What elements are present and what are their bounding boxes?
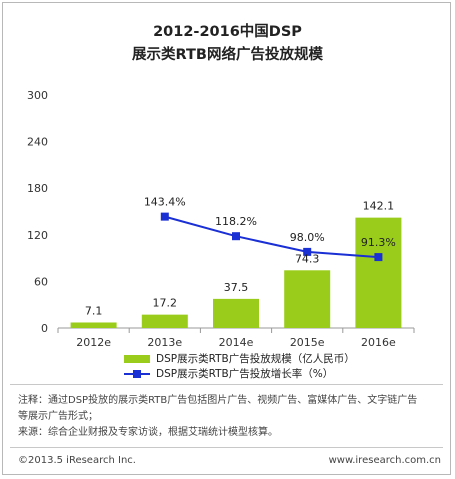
bar-value-label: 37.5 — [224, 281, 249, 294]
x-tick-label: 2016e — [361, 336, 396, 349]
line-point — [374, 253, 383, 262]
footer-website: www.iresearch.com.cn — [328, 455, 441, 466]
y-tick-label: 180 — [27, 182, 48, 195]
bar — [213, 298, 259, 328]
line-value-label: 91.3% — [361, 236, 396, 249]
chart-subtitle: 展示类RTB网络广告投放规模 — [132, 47, 323, 63]
growth-line — [164, 215, 379, 259]
line-series — [160, 212, 383, 262]
data-labels: 7.1 17.2 37.5 74.3 142.1 143.4% 118.2% 98.0% 91.… — [85, 196, 396, 318]
note-line-1: 注释：通过DSP投放的展示类RTB广告包括图片广告、视频广告、富媒体广告、文字链… — [18, 395, 418, 406]
notes: 注释：通过DSP投放的展示类RTB广告包括图片广告、视频广告、富媒体广告、文字链… — [18, 393, 443, 441]
divider-top — [10, 384, 443, 385]
footer-copyright: ©2013.5 iResearch Inc. — [18, 455, 136, 466]
line-point — [160, 212, 169, 221]
legend-label-line: DSP展示类RTB广告投放增长率（%） — [156, 368, 334, 380]
legend-swatch-line — [124, 369, 150, 378]
bar-value-label: 74.3 — [295, 252, 320, 265]
x-tick-label: 2013e — [147, 336, 182, 349]
bar-value-label: 17.2 — [153, 297, 178, 310]
bar-series — [70, 217, 402, 328]
y-tick-label: 0 — [41, 322, 48, 335]
note-line-2: 等展示广告形式； — [18, 411, 98, 422]
bar — [141, 314, 188, 328]
legend-item-line: DSP展示类RTB广告投放增长率（%） — [124, 366, 355, 381]
legend-item-bar: DSP展示类RTB广告投放规模（亿人民币） — [124, 351, 355, 366]
line-value-label: 98.0% — [290, 231, 325, 244]
x-tick-label: 2014e — [219, 336, 254, 349]
bar-value-label: 7.1 — [85, 304, 103, 317]
divider-bottom — [10, 447, 443, 448]
x-tick-label: 2012e — [76, 336, 111, 349]
y-tick-label: 300 — [27, 89, 48, 102]
line-value-label: 118.2% — [215, 215, 257, 228]
legend: DSP展示类RTB广告投放规模（亿人民币） DSP展示类RTB广告投放增长率（%… — [124, 351, 355, 381]
y-tick-label: 60 — [34, 275, 48, 288]
bar — [70, 322, 117, 328]
y-tick-label: 120 — [27, 229, 48, 242]
bar — [355, 217, 402, 328]
y-tick-label: 240 — [27, 136, 48, 149]
bar — [284, 270, 331, 328]
chart-axes: 300 240 180 120 60 0 2012e 2013e 2014e 2015e 2016e — [27, 89, 415, 349]
note-line-3: 来源：综合企业财报及专家访谈，根据艾瑞统计模型核算。 — [18, 427, 278, 438]
legend-swatch-bar — [124, 354, 150, 363]
line-point — [232, 232, 240, 241]
line-value-label: 143.4% — [144, 196, 186, 209]
bar-value-label: 142.1 — [363, 200, 395, 213]
line-point — [303, 247, 312, 256]
legend-label-bar: DSP展示类RTB广告投放规模（亿人民币） — [156, 353, 355, 365]
chart-title: 2012-2016中国DSP — [153, 24, 302, 40]
x-tick-label: 2015e — [290, 336, 325, 349]
